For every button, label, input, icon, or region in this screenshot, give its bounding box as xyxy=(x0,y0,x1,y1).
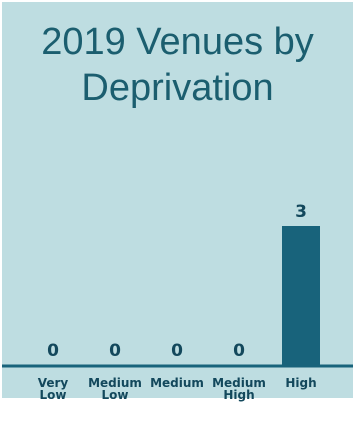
category-label-line: High xyxy=(285,376,316,390)
category-label-line: Low xyxy=(102,388,129,402)
bar-value-label: 0 xyxy=(171,341,183,361)
bar xyxy=(282,226,320,365)
category-label-line: Low xyxy=(40,388,67,402)
chart-title: 2019 Venues by Deprivation xyxy=(2,19,353,111)
category-label-line: Medium xyxy=(212,376,266,390)
category-label: High xyxy=(285,376,316,390)
category-label-line: High xyxy=(223,388,254,402)
bar-value-label: 0 xyxy=(233,341,245,361)
category-label: Medium xyxy=(150,376,204,390)
bar-value-label: 0 xyxy=(109,341,121,361)
category-label-line: Very xyxy=(38,376,69,390)
bars-group xyxy=(282,226,320,365)
value-labels-group: 0 0 0 0 3 xyxy=(47,202,307,361)
category-label-line: Medium xyxy=(88,376,142,390)
chart-title-line-1: 2019 Venues by xyxy=(41,21,314,63)
bar-value-label: 0 xyxy=(47,341,59,361)
chart-title-line-2: Deprivation xyxy=(81,67,274,109)
category-label-line: Medium xyxy=(150,376,204,390)
bar-value-label: 3 xyxy=(295,202,307,222)
category-label: Medium High xyxy=(212,376,266,402)
category-label: Medium Low xyxy=(88,376,142,402)
category-label: Very Low xyxy=(38,376,69,402)
